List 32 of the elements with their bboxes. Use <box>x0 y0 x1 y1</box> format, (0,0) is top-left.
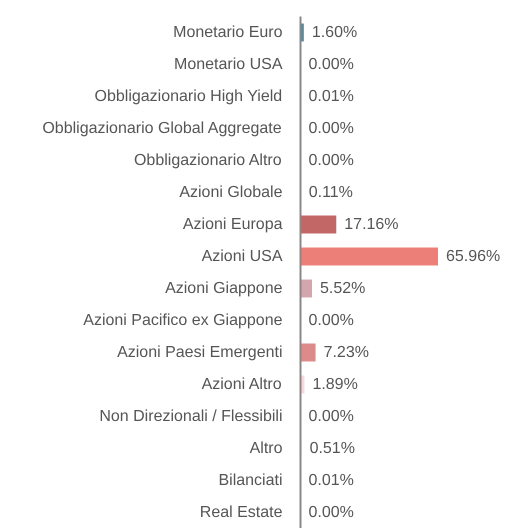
y-tick-label: Monetario USA <box>174 56 283 73</box>
y-tick-label: Altro <box>250 440 283 457</box>
y-tick-label: Real Estate <box>200 504 283 521</box>
y-tick-label: Azioni Pacifico ex Giappone <box>83 312 283 329</box>
data-label: 0.00% <box>308 152 354 169</box>
data-label: 0.11% <box>308 184 353 201</box>
y-tick-label: Monetario Euro <box>173 24 283 41</box>
y-tick-label: Azioni Paesi Emergenti <box>117 344 283 361</box>
data-label: 1.60% <box>312 24 358 41</box>
data-label: 0.00% <box>308 56 354 73</box>
y-tick-label: Azioni Europa <box>182 216 283 233</box>
data-label: 0.01% <box>308 88 354 105</box>
data-label: 65.96% <box>446 248 500 265</box>
data-label: 0.00% <box>308 504 354 521</box>
data-label: 7.23% <box>324 344 369 361</box>
y-tick-label: Obbligazionario High Yield <box>94 88 282 105</box>
data-label: 0.00% <box>308 120 354 137</box>
data-label: 0.00% <box>308 312 354 329</box>
y-tick-label: Azioni Globale <box>179 184 283 201</box>
data-label: 0.01% <box>308 472 354 489</box>
y-tick-label: Azioni USA <box>202 248 283 265</box>
y-tick-label: Azioni Giappone <box>165 280 283 297</box>
y-tick-label: Non Direzionali / Flessibili <box>99 408 282 425</box>
data-label: 0.00% <box>308 408 354 425</box>
y-tick-label: Bilanciati <box>218 472 282 489</box>
data-label: 0.51% <box>310 440 355 457</box>
data-label: 5.52% <box>320 280 366 297</box>
data-label: 17.16% <box>344 216 399 233</box>
y-tick-label: Obbligazionario Global Aggregate <box>42 120 282 137</box>
y-tick-label: Azioni Altro <box>202 376 282 393</box>
y-tick-label: Obbligazionario Altro <box>134 152 282 169</box>
data-label: 1.89% <box>312 376 358 393</box>
